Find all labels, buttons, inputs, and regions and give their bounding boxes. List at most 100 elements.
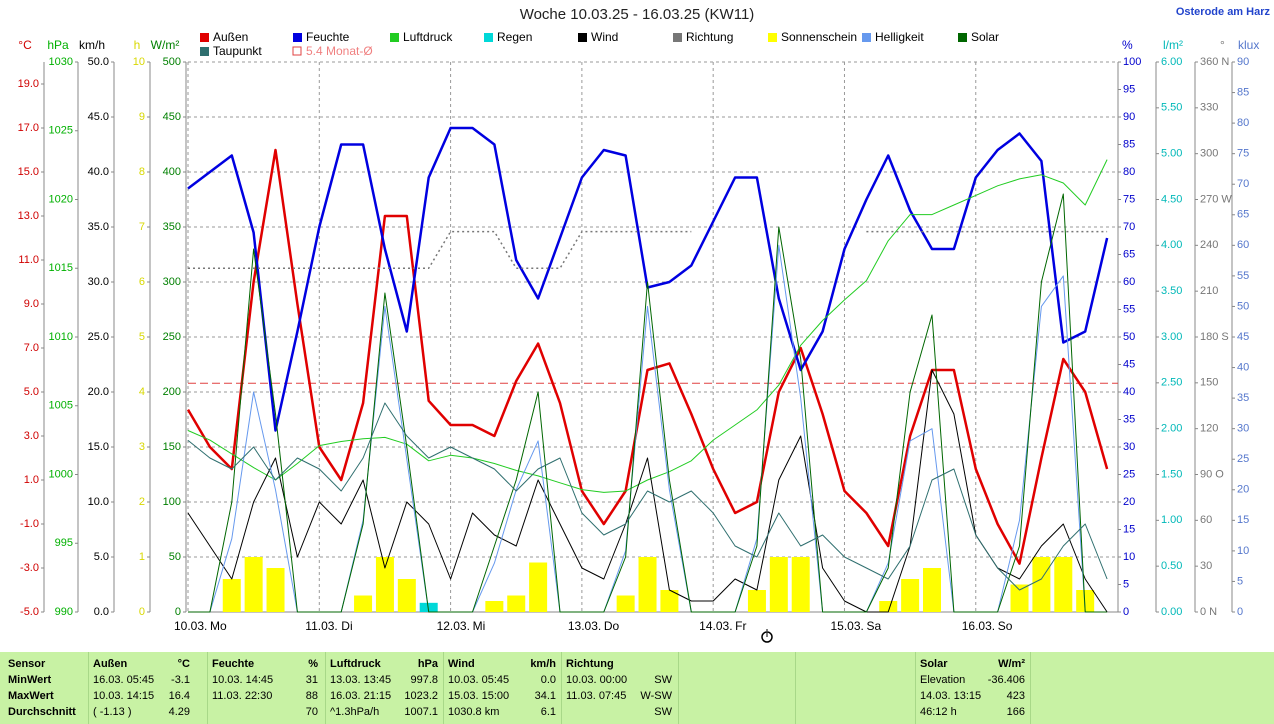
legend-label: Taupunkt bbox=[213, 44, 262, 58]
legend-label: Helligkeit bbox=[875, 30, 924, 44]
table-cell: Wind bbox=[448, 658, 475, 670]
axis-unit: °C bbox=[18, 38, 32, 52]
time-icon bbox=[761, 629, 773, 643]
y-tick-label: 300 bbox=[1200, 148, 1218, 160]
y-tick-label: 80 bbox=[1123, 166, 1135, 178]
y-tick-label: 2 bbox=[139, 496, 145, 508]
bar bbox=[1010, 584, 1029, 612]
y-tick-label: 75 bbox=[1237, 148, 1249, 160]
bar bbox=[923, 568, 941, 612]
bar bbox=[1032, 557, 1051, 612]
bar bbox=[638, 557, 657, 612]
y-tick-label: 360 N bbox=[1200, 56, 1229, 68]
legend-swatch bbox=[484, 33, 493, 42]
table-cell: Elevation bbox=[920, 674, 966, 686]
y-tick-label: 40 bbox=[1237, 361, 1249, 373]
y-tick-label: 90 O bbox=[1200, 468, 1224, 480]
table-cell: SW bbox=[654, 706, 672, 718]
y-tick-label: 300 bbox=[163, 276, 181, 288]
y-tick-label: 75 bbox=[1123, 193, 1135, 205]
y-tick-label: 120 bbox=[1200, 423, 1218, 435]
y-tick-label: 95 bbox=[1123, 83, 1135, 95]
table-cell: hPa bbox=[417, 658, 438, 670]
table-cell: 423 bbox=[1006, 690, 1025, 702]
x-day-name: Fr bbox=[735, 619, 746, 633]
table-cell: W-SW bbox=[640, 690, 672, 702]
legend-swatch bbox=[673, 33, 682, 42]
table-cell: 1007.1 bbox=[404, 706, 438, 718]
table-cell: 10.03. 05:45 bbox=[448, 674, 510, 686]
y-tick-label: 17.0 bbox=[18, 122, 39, 134]
table-cell: Luftdruck bbox=[330, 658, 381, 670]
bar bbox=[244, 557, 263, 612]
y-tick-label: 20.0 bbox=[88, 386, 109, 398]
table-cell: 88 bbox=[305, 690, 318, 702]
legend-label: Solar bbox=[971, 30, 999, 44]
y-tick-label: 1000 bbox=[49, 468, 73, 480]
table-cell: 16.03. 21:15 bbox=[330, 690, 392, 702]
bar bbox=[1076, 590, 1095, 612]
series-line bbox=[187, 369, 1108, 613]
x-tick-label: 10.03. bbox=[174, 619, 207, 633]
y-tick-label: 990 bbox=[55, 606, 73, 618]
table-cell: 0.0 bbox=[540, 674, 556, 686]
y-tick-label: 50 bbox=[169, 551, 181, 563]
bar bbox=[485, 601, 504, 612]
y-tick-label: 5 bbox=[1237, 575, 1243, 587]
table-cell: -36.406 bbox=[987, 674, 1025, 686]
y-tick-label: 15 bbox=[1237, 514, 1249, 526]
legend-label: Richtung bbox=[686, 30, 733, 44]
table-cell: Durchschnitt bbox=[8, 706, 76, 718]
table-cell: 997.8 bbox=[410, 674, 438, 686]
y-tick-label: 3 bbox=[139, 441, 145, 453]
y-tick-label: 5.0 bbox=[24, 386, 39, 398]
y-tick-label: 450 bbox=[163, 111, 181, 123]
legend-label: Regen bbox=[497, 30, 532, 44]
table-cell: 166 bbox=[1006, 706, 1025, 718]
y-tick-label: 50 bbox=[1237, 300, 1249, 312]
y-tick-label: 995 bbox=[55, 537, 73, 549]
series-line bbox=[187, 402, 1108, 591]
legend-label: Außen bbox=[213, 30, 248, 44]
y-tick-label: -5.0 bbox=[20, 606, 39, 618]
y-tick-label: 70 bbox=[1237, 178, 1249, 190]
table-cell: 4.29 bbox=[168, 706, 190, 718]
series-line bbox=[187, 159, 1108, 493]
y-tick-label: 1025 bbox=[49, 125, 73, 137]
y-tick-label: 100 bbox=[163, 496, 181, 508]
table-cell: W/m² bbox=[998, 658, 1025, 670]
y-tick-label: 45 bbox=[1123, 358, 1135, 370]
table-cell: ( -1.13 ) bbox=[93, 706, 132, 718]
y-tick-label: 85 bbox=[1123, 138, 1135, 150]
x-tick-label: 13.03. bbox=[568, 619, 601, 633]
y-tick-label: 400 bbox=[163, 166, 181, 178]
y-tick-label: 35.0 bbox=[88, 221, 109, 233]
table-cell: 11.03. 07:45 bbox=[566, 690, 627, 702]
y-tick-label: 6.00 bbox=[1161, 56, 1182, 68]
table-cell: 31 bbox=[305, 674, 318, 686]
legend-swatch bbox=[293, 33, 302, 42]
y-tick-label: 500 bbox=[163, 56, 181, 68]
legend-swatch bbox=[200, 47, 209, 56]
y-tick-label: 9 bbox=[139, 111, 145, 123]
table-cell: 10.03. 14:15 bbox=[93, 690, 155, 702]
separator bbox=[795, 652, 796, 724]
y-tick-label: 13.0 bbox=[18, 210, 39, 222]
y-tick-label: 1015 bbox=[49, 262, 73, 274]
legend-swatch bbox=[958, 33, 967, 42]
y-tick-label: 0.00 bbox=[1161, 606, 1182, 618]
table-cell: 10.03. 00:00 bbox=[566, 674, 628, 686]
table-cell: 34.1 bbox=[534, 690, 556, 702]
y-tick-label: 85 bbox=[1237, 86, 1249, 98]
y-tick-label: 10 bbox=[1123, 551, 1135, 563]
y-tick-label: -1.0 bbox=[20, 518, 39, 530]
table-cell: Solar bbox=[920, 658, 948, 670]
legend-label: 5.4 Monat-Ø bbox=[306, 44, 373, 58]
bar bbox=[419, 602, 438, 612]
legend-label: Sonnenschein bbox=[781, 30, 857, 44]
y-tick-label: 90 bbox=[1237, 56, 1249, 68]
y-tick-label: 15.0 bbox=[88, 441, 109, 453]
x-day-name: Mi bbox=[473, 619, 486, 633]
axis-unit: klux bbox=[1238, 38, 1259, 52]
separator bbox=[1030, 652, 1031, 724]
